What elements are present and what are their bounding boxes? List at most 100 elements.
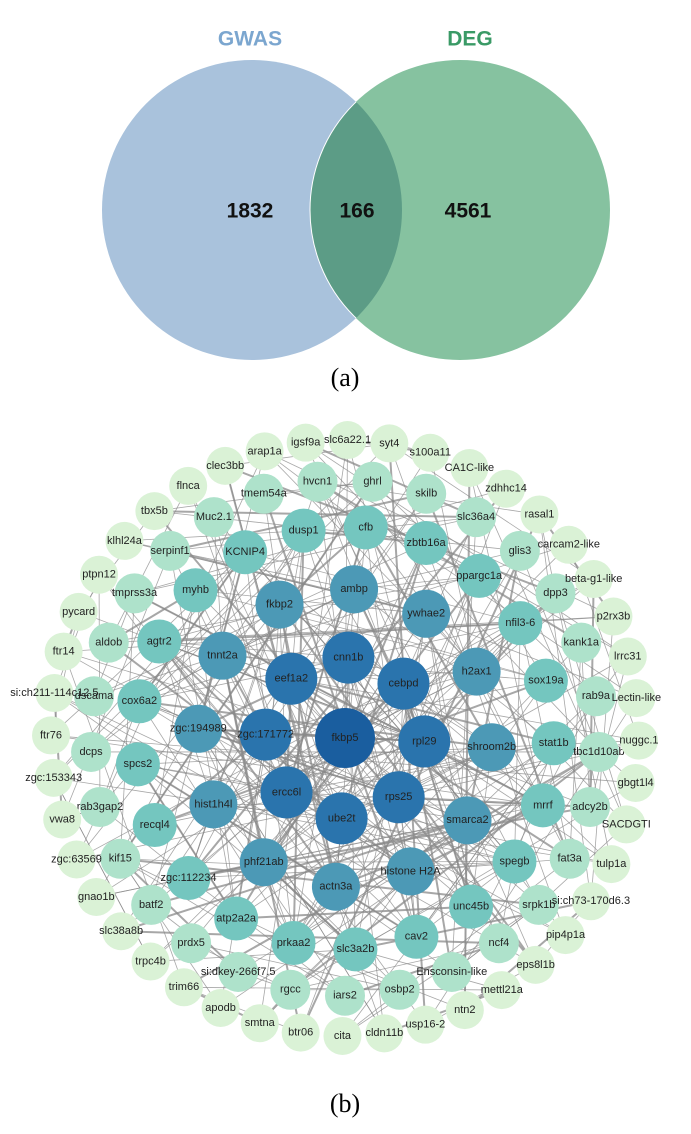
node-label: recql4 — [140, 819, 170, 831]
node — [594, 597, 633, 636]
node — [105, 521, 144, 560]
node — [578, 731, 619, 772]
node-label: mettl21a — [481, 984, 524, 996]
node-label: dscama — [75, 690, 114, 702]
node-label: Lectin-like — [612, 692, 662, 704]
edge — [236, 905, 472, 920]
node — [406, 1005, 445, 1044]
node-label: smtna — [245, 1017, 276, 1029]
node — [619, 721, 658, 760]
node-label: spcs2 — [124, 758, 153, 770]
node — [404, 521, 449, 566]
node — [372, 771, 425, 824]
node — [239, 838, 288, 887]
node-label: beta-g1-like — [565, 573, 622, 585]
node — [173, 568, 218, 613]
edge — [120, 858, 294, 944]
node — [343, 505, 388, 550]
node — [467, 723, 516, 772]
node-label: skilb — [415, 488, 437, 500]
node-label: si:ch73-170d6.3 — [552, 895, 630, 907]
node — [281, 508, 326, 553]
node — [132, 803, 177, 848]
node — [150, 530, 191, 571]
node — [575, 676, 616, 717]
node-label: atp2a2a — [216, 912, 257, 924]
node — [499, 530, 540, 571]
node — [171, 923, 212, 964]
node — [59, 592, 98, 631]
node — [164, 968, 203, 1007]
node — [607, 805, 646, 844]
node — [137, 619, 182, 664]
node-label: hist1h4l — [194, 798, 232, 810]
node-label: iars2 — [333, 990, 357, 1002]
node-label: hvcn1 — [303, 476, 332, 488]
node-label: cav2 — [405, 931, 428, 943]
node-label: fat3a — [557, 853, 582, 865]
node-label: shroom2b — [467, 741, 516, 753]
count: 1832 — [227, 200, 274, 223]
edge — [154, 590, 196, 826]
node — [394, 914, 439, 959]
node-label: prkaa2 — [277, 937, 311, 949]
node-label: tbc1d10ab — [573, 746, 624, 758]
node — [516, 945, 555, 984]
node — [77, 877, 116, 916]
node — [131, 884, 172, 925]
edge — [383, 989, 503, 1035]
node — [592, 845, 631, 884]
edge — [291, 678, 640, 741]
node — [443, 796, 492, 845]
node-label: Ensconsin-like — [416, 966, 487, 978]
node-label: adcy2b — [572, 801, 607, 813]
node-label: zdhhc14 — [485, 483, 527, 495]
node — [492, 839, 537, 884]
node — [561, 622, 602, 663]
node-label: syt4 — [379, 437, 399, 449]
edge — [53, 574, 100, 694]
node-label: ercc6l — [272, 786, 301, 798]
node — [449, 884, 494, 929]
node-label: ncf4 — [489, 937, 510, 949]
node — [114, 573, 155, 614]
node-label: agtr2 — [147, 635, 172, 647]
node-label: pip4p1a — [546, 929, 586, 941]
node — [271, 921, 316, 966]
node — [100, 838, 141, 879]
node-label: gbgt1l4 — [618, 777, 654, 789]
edge — [514, 623, 521, 862]
node-label: cnn1b — [333, 652, 363, 664]
node — [574, 560, 613, 599]
node — [322, 631, 375, 684]
node — [535, 573, 576, 614]
venn-left — [102, 60, 402, 360]
count: 4561 — [445, 200, 492, 223]
node — [457, 553, 502, 598]
node-label: sox19a — [528, 675, 564, 687]
node — [315, 792, 368, 845]
edge — [580, 642, 591, 807]
node — [79, 786, 120, 827]
node-label: Muc2.1 — [196, 511, 232, 523]
node — [265, 652, 318, 705]
node — [240, 1004, 279, 1043]
node-label: ube2t — [328, 812, 356, 824]
node-label: zgc:194989 — [170, 723, 227, 735]
edge — [197, 728, 294, 944]
node-label: actn3a — [319, 881, 353, 893]
node — [311, 862, 360, 911]
node-label: carcam2-like — [538, 539, 600, 551]
node — [35, 674, 74, 713]
node-label: aldob — [95, 636, 122, 648]
edge — [425, 964, 536, 1025]
node — [398, 715, 451, 768]
node — [166, 856, 211, 901]
node — [523, 658, 568, 703]
node — [169, 466, 208, 505]
edge — [187, 485, 342, 819]
node-label: apodb — [205, 1002, 236, 1014]
node — [131, 942, 170, 981]
node-label: tmprss3a — [112, 587, 158, 599]
